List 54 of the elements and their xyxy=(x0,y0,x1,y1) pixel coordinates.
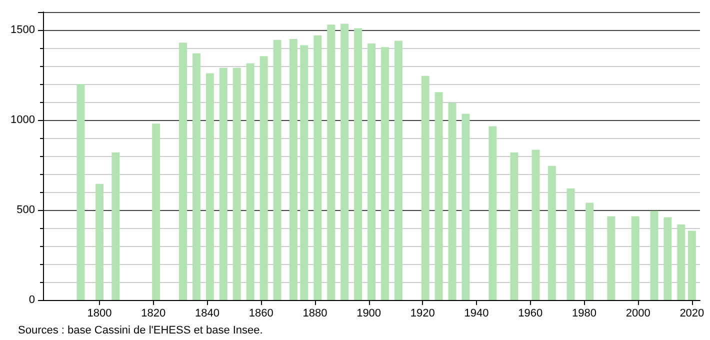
bar xyxy=(368,44,376,300)
bar xyxy=(607,216,616,300)
bar xyxy=(462,114,470,300)
bar xyxy=(232,68,241,300)
bar xyxy=(340,24,349,300)
x-tick-label: 1920 xyxy=(410,308,435,320)
bar xyxy=(548,166,556,300)
bar xyxy=(488,126,497,300)
bar xyxy=(327,24,336,300)
bar xyxy=(566,188,575,300)
bar xyxy=(688,230,696,300)
bar xyxy=(289,39,298,300)
bar xyxy=(206,73,214,300)
bar xyxy=(76,84,85,300)
bar xyxy=(300,45,308,300)
y-tick-label: 1000 xyxy=(10,114,35,126)
y-tick-label: 500 xyxy=(16,204,35,216)
bar xyxy=(273,40,282,300)
bar xyxy=(192,53,200,300)
bar xyxy=(260,56,268,300)
bar xyxy=(394,40,402,300)
y-tick-label: 0 xyxy=(28,294,35,306)
x-tick-label: 1960 xyxy=(518,308,543,320)
x-tick-label: 1860 xyxy=(248,308,274,320)
bar xyxy=(152,124,160,300)
bar xyxy=(510,152,518,300)
x-tick-label: 1820 xyxy=(141,308,166,320)
bar xyxy=(314,35,322,300)
bar xyxy=(96,184,104,300)
x-tick-label: 1880 xyxy=(302,308,328,320)
bar xyxy=(179,42,188,300)
bar xyxy=(650,210,658,300)
x-tick-label: 1840 xyxy=(195,308,220,320)
bar xyxy=(664,217,672,300)
x-tick-label: 1800 xyxy=(87,308,112,320)
bar xyxy=(354,28,362,300)
bar xyxy=(246,63,254,300)
x-tick-label: 2000 xyxy=(626,308,650,320)
source-note: Sources : base Cassini de l'EHESS et base Insee. xyxy=(18,324,263,336)
x-tick-label: 1900 xyxy=(356,308,382,320)
bar xyxy=(219,68,228,300)
x-tick-label: 1980 xyxy=(572,308,596,320)
y-tick-label: 1500 xyxy=(10,24,35,36)
bar xyxy=(434,92,443,300)
bar xyxy=(532,150,540,300)
bar xyxy=(421,76,430,300)
bar xyxy=(631,216,640,300)
x-tick-label: 1940 xyxy=(464,308,489,320)
bar xyxy=(448,102,456,300)
x-tick-label: 2020 xyxy=(680,308,704,320)
bar xyxy=(586,202,594,300)
bar xyxy=(380,47,389,300)
bar xyxy=(112,152,120,300)
bar xyxy=(677,224,686,300)
